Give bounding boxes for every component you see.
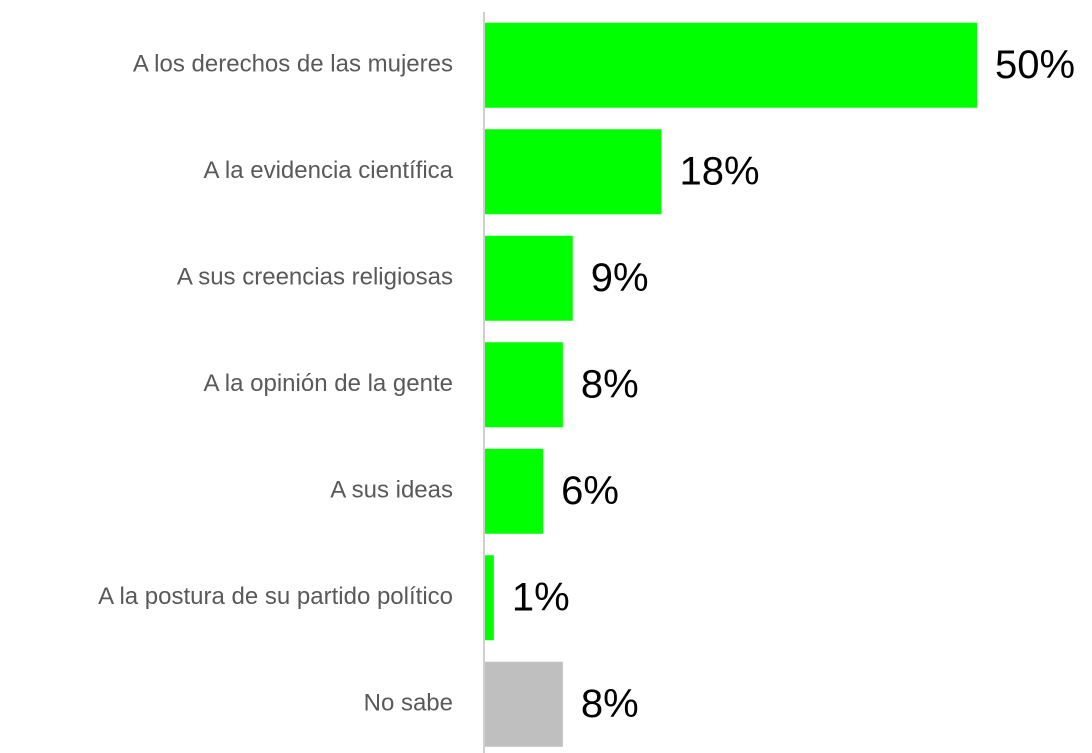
category-label: A la opinión de la gente [203,370,453,397]
category-label: A la evidencia científica [204,157,454,184]
category-label: A los derechos de las mujeres [133,51,453,78]
bar [485,22,977,108]
value-label: 9% [591,256,649,300]
category-label: No sabe [364,690,453,717]
category-label: A sus ideas [330,477,453,504]
category-label: A sus creencias religiosas [177,264,453,291]
bar [485,661,563,747]
value-label: 8% [581,362,639,406]
category-label: A la postura de su partido político [98,583,453,610]
bar [485,555,494,641]
bar [485,129,662,215]
bar [485,448,544,534]
value-label: 18% [679,149,759,193]
value-label: 50% [995,43,1075,87]
bar [485,235,573,321]
value-label: 1% [512,575,570,619]
bar [485,342,563,428]
value-label: 6% [561,469,619,513]
value-label: 8% [581,682,639,726]
